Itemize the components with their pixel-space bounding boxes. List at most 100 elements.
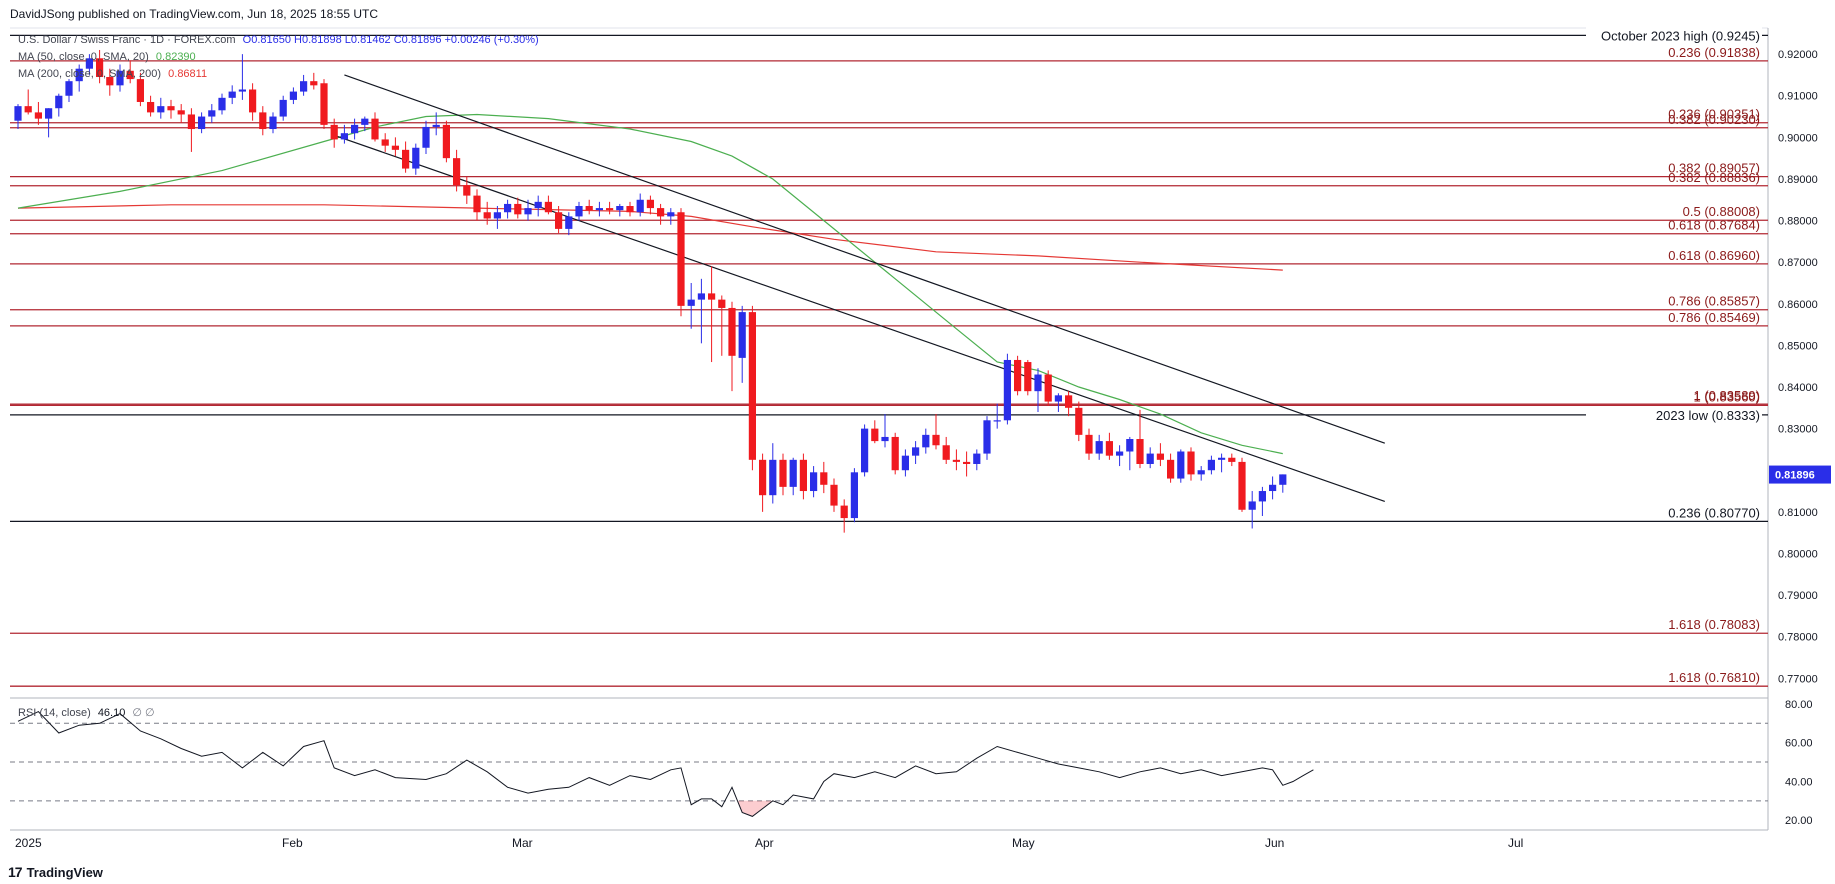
candle: [147, 95, 155, 117]
candle-body: [208, 110, 216, 117]
price-tick-label: 0.83000: [1778, 424, 1818, 436]
price-tick-label: 0.87000: [1778, 257, 1818, 269]
symbol-name: U.S. Dollar / Swiss Franc · 1D · FOREX.c…: [18, 34, 236, 46]
level-label: 0.786 (0.85469): [1668, 310, 1760, 325]
candle: [1044, 370, 1052, 406]
candle-body: [932, 434, 940, 446]
level-label: 0.236 (0.80770): [1668, 505, 1760, 520]
candle-body: [820, 472, 828, 485]
candle-body: [75, 68, 83, 82]
candle-body: [249, 89, 257, 113]
candle-body: [310, 81, 318, 86]
candle: [126, 60, 134, 84]
candle-body: [1065, 395, 1073, 408]
candle-body: [524, 208, 532, 215]
candle: [1095, 434, 1103, 460]
candle-body: [238, 89, 246, 92]
candle-body: [96, 58, 104, 78]
candle: [830, 478, 838, 512]
candle-body: [351, 124, 359, 134]
level-label-box: 2023 low (0.8333): [1586, 406, 1762, 423]
candle: [514, 197, 522, 219]
candle: [340, 124, 348, 144]
candle: [728, 301, 736, 392]
candle-body: [667, 212, 675, 217]
candle: [483, 201, 491, 225]
candle: [177, 104, 185, 123]
candle: [14, 104, 22, 130]
candle: [820, 461, 828, 494]
candle-body: [228, 91, 236, 98]
candle-body: [300, 81, 308, 92]
tradingview-footer[interactable]: 17 TradingView: [8, 864, 103, 880]
candle-body: [585, 206, 593, 211]
ma50-label: MA (50, close, 0, SMA, 20): [18, 51, 149, 63]
symbol-legend[interactable]: U.S. Dollar / Swiss Franc · 1D · FOREX.c…: [18, 34, 539, 46]
level-label: 1 (0.83589): [1694, 388, 1761, 403]
candle-body: [1197, 470, 1205, 475]
candle-body: [1248, 501, 1256, 510]
candle-body: [259, 112, 267, 130]
level-label: 1.618 (0.76810): [1668, 670, 1760, 685]
candle-body: [45, 108, 53, 119]
candle-body: [1187, 451, 1195, 475]
level-label: 0.618 (0.86960): [1668, 248, 1760, 263]
ma200-legend[interactable]: MA (200, close, 0, SMA, 200) 0.86811: [18, 68, 207, 80]
level-label-box: October 2023 high (0.9245): [1586, 27, 1762, 43]
candle: [96, 49, 104, 84]
rsi-legend[interactable]: RSI (14, close) 46.10 ∅ ∅: [18, 706, 155, 719]
candle-body: [891, 436, 899, 471]
candle: [952, 449, 960, 471]
price-tick-label: 0.85000: [1778, 340, 1818, 352]
candle: [187, 108, 195, 152]
candle-body: [106, 77, 114, 86]
candle: [1156, 443, 1164, 467]
time-tick-label: Apr: [755, 836, 774, 850]
candle: [697, 278, 705, 344]
candle: [371, 112, 379, 142]
candle: [544, 195, 552, 215]
candle-body: [901, 455, 909, 471]
candle: [850, 468, 858, 523]
candle: [891, 432, 899, 475]
candle: [116, 64, 124, 92]
candle: [646, 195, 654, 215]
candle-body: [412, 147, 420, 169]
candle: [34, 101, 42, 125]
candle: [1269, 476, 1277, 500]
candle-body: [361, 118, 369, 125]
candle: [606, 201, 614, 215]
candle-body: [616, 206, 624, 211]
price-tick-label: 0.92000: [1778, 49, 1818, 61]
level-label-bg: [1586, 27, 1762, 43]
candle: [208, 104, 216, 123]
tradingview-logo-icon: 17: [8, 864, 23, 880]
tradingview-brand: TradingView: [26, 864, 103, 880]
candle: [1248, 491, 1256, 529]
candle-body: [963, 461, 971, 464]
candle-body: [391, 145, 399, 150]
candle-body: [942, 445, 950, 460]
candle: [473, 189, 481, 221]
candle: [55, 93, 63, 117]
ma50-legend[interactable]: MA (50, close, 0, SMA, 20) 0.82390: [18, 51, 196, 63]
candle: [300, 74, 308, 96]
price-tick-label: 0.89000: [1778, 174, 1818, 186]
candle-body: [595, 208, 603, 211]
candle-body: [126, 70, 134, 80]
candle: [249, 83, 257, 121]
candle-body: [473, 195, 481, 213]
candle: [402, 141, 410, 173]
candle: [677, 208, 685, 317]
candle: [259, 106, 267, 136]
rsi-oversold-fill: [737, 800, 773, 817]
candle-body: [544, 201, 552, 213]
candle: [922, 428, 930, 454]
candle-body: [759, 459, 767, 496]
candle-body: [147, 101, 155, 113]
candle: [840, 499, 848, 533]
candle: [626, 201, 634, 217]
level-label: 0.236 (0.91838): [1668, 45, 1760, 60]
candle: [432, 112, 440, 136]
